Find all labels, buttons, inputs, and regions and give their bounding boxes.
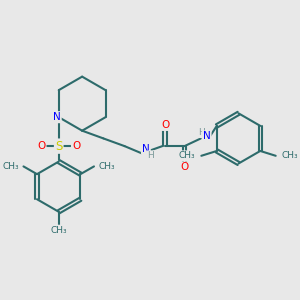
Text: CH₃: CH₃ (179, 151, 196, 160)
Text: H: H (147, 151, 154, 160)
Text: CH₃: CH₃ (281, 151, 298, 160)
Text: O: O (37, 141, 46, 151)
Text: O: O (161, 120, 169, 130)
Text: CH₃: CH₃ (50, 226, 67, 235)
Text: N: N (142, 144, 150, 154)
Text: CH₃: CH₃ (99, 162, 116, 171)
Text: CH₃: CH₃ (2, 162, 19, 171)
Text: O: O (180, 162, 189, 172)
Text: O: O (72, 141, 80, 151)
Text: N: N (53, 112, 61, 122)
Text: S: S (55, 140, 62, 153)
Text: N: N (203, 131, 211, 142)
Text: H: H (199, 128, 205, 137)
